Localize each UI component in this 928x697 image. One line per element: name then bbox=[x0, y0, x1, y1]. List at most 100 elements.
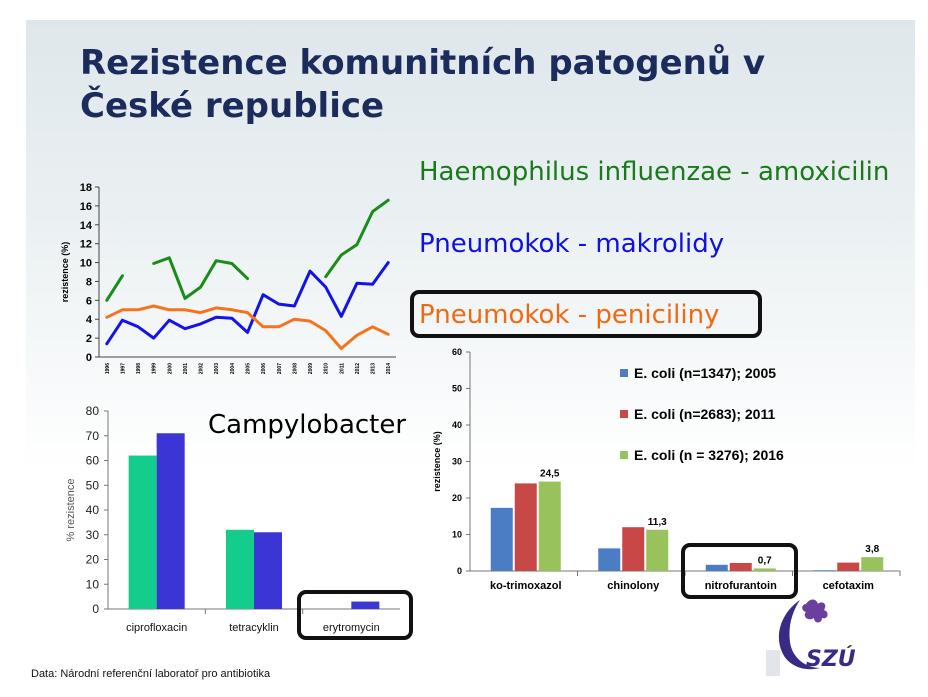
camp-category-label: erytromycin bbox=[323, 622, 380, 634]
trend-series-line-0 bbox=[105, 274, 124, 302]
logo-flower-icon bbox=[802, 599, 828, 623]
trend-x-tick-label: 2000 bbox=[167, 363, 173, 374]
camp-bar-erytromycin bbox=[351, 601, 380, 609]
ecoli-bar-nitrofurantoin bbox=[753, 568, 776, 571]
camp-y-tick-label: 70 bbox=[86, 429, 100, 443]
ecoli-legend-label: E. coli (n=1347); 2005 bbox=[634, 365, 776, 381]
ecoli-y-tick-label: 10 bbox=[452, 530, 462, 540]
ecoli-data-label: 11,3 bbox=[648, 517, 667, 528]
trend-x-tick-label: 2009 bbox=[308, 363, 314, 374]
ecoli-y-tick-label: 20 bbox=[452, 493, 462, 503]
trend-y-tick-label: 18 bbox=[80, 182, 92, 194]
ecoli-y-tick-label: 30 bbox=[452, 457, 462, 467]
trend-x-tick-label: 2003 bbox=[214, 363, 220, 374]
title-line-2: České republice bbox=[80, 86, 385, 126]
erytromycin-highlight-box bbox=[297, 590, 413, 640]
title-line-1: Rezistence komunitních patogenů v bbox=[80, 43, 766, 83]
ecoli-legend-swatch bbox=[620, 451, 628, 459]
trend-series-line-0 bbox=[324, 198, 390, 279]
logo-text: SZÚ bbox=[806, 646, 856, 672]
ecoli-bar-nitrofurantoin bbox=[729, 562, 752, 571]
trend-series-line-0 bbox=[152, 256, 249, 300]
trend-x-tick-label: 2005 bbox=[246, 363, 252, 374]
ecoli-bar-chinolony bbox=[622, 527, 645, 571]
ecoli-bar-ko-trimoxazol bbox=[514, 483, 537, 571]
trend-y-tick-label: 16 bbox=[80, 201, 92, 213]
ecoli-bar-cefotaxim bbox=[813, 570, 836, 571]
trend-series-line-2 bbox=[105, 304, 390, 350]
ecoli-bar-cefotaxim bbox=[837, 562, 860, 571]
slide-title: Rezistence komunitních patogenů v České … bbox=[80, 42, 840, 128]
camp-y-tick-label: 50 bbox=[86, 478, 100, 492]
trend-y-tick-label: 6 bbox=[86, 295, 92, 307]
camp-y-tick-label: 0 bbox=[92, 602, 99, 616]
camp-category-label: ciprofloxacin bbox=[126, 622, 187, 634]
camp-bar-ciprofloxacin bbox=[156, 433, 185, 609]
trend-x-tick-label: 1997 bbox=[120, 363, 126, 374]
camp-y-tick-label: 40 bbox=[86, 503, 100, 517]
trend-y-tick-label: 12 bbox=[80, 239, 92, 251]
logo-swoosh-icon bbox=[778, 600, 820, 670]
camp-y-tick-label: 80 bbox=[86, 404, 100, 418]
trend-x-tick-label: 2002 bbox=[199, 363, 205, 374]
trend-x-tick-label: 2013 bbox=[371, 363, 377, 374]
pneumokok-makrolidy-label: Pneumokok - makrolidy bbox=[419, 229, 725, 259]
camp-category-label: tetracyklin bbox=[229, 622, 279, 634]
ecoli-y-tick-label: 40 bbox=[452, 420, 462, 430]
ecoli-y-tick-label: 50 bbox=[452, 384, 462, 394]
trend-series-line-1 bbox=[105, 261, 390, 346]
peniciliny-highlight-box bbox=[410, 290, 762, 338]
ecoli-bar-chinolony bbox=[646, 529, 669, 571]
camp-y-tick-label: 60 bbox=[86, 454, 100, 468]
ecoli-bar-ko-trimoxazol bbox=[490, 507, 513, 571]
trend-x-tick-label: 1996 bbox=[105, 363, 111, 374]
trend-y-axis-label: rezistence (%) bbox=[60, 242, 70, 303]
pneumokok-peniciliny-label: Pneumokok - peniciliny bbox=[419, 300, 720, 330]
ecoli-y-axis-label: rezistence (%) bbox=[432, 431, 442, 492]
ecoli-legend-label: E. coli (n=2683); 2011 bbox=[634, 406, 775, 422]
camp-y-tick-label: 30 bbox=[86, 528, 100, 542]
ecoli-category-label: nitrofurantoin bbox=[705, 580, 777, 592]
trend-y-tick-label: 8 bbox=[86, 276, 92, 288]
ecoli-data-label: 24,5 bbox=[540, 469, 560, 480]
ecoli-bar-nitrofurantoin bbox=[705, 564, 728, 571]
data-source-footer: Data: Národní referenční laboratoř pro a… bbox=[31, 668, 271, 680]
ecoli-legend-swatch bbox=[620, 410, 628, 418]
nitrofurantoin-highlight-box bbox=[681, 543, 798, 599]
ecoli-data-label: 0,7 bbox=[758, 555, 772, 566]
trend-y-tick-label: 4 bbox=[86, 314, 93, 326]
trend-x-tick-label: 2006 bbox=[261, 363, 267, 374]
trend-x-tick-label: 2011 bbox=[339, 363, 345, 374]
ecoli-category-label: chinolony bbox=[607, 580, 660, 592]
ecoli-y-tick-label: 60 bbox=[452, 347, 462, 357]
ecoli-bar-cefotaxim bbox=[861, 557, 884, 571]
camp-bar-ciprofloxacin bbox=[128, 455, 157, 609]
ecoli-legend-label: E. coli (n = 3276); 2016 bbox=[634, 447, 784, 463]
trend-x-tick-label: 2001 bbox=[183, 363, 189, 374]
camp-y-axis-label: % rezistence bbox=[65, 479, 77, 542]
ecoli-bar-chinolony bbox=[598, 548, 621, 571]
ecoli-category-label: ko-trimoxazol bbox=[490, 580, 562, 592]
ecoli-category-label: cefotaxim bbox=[823, 580, 875, 592]
trend-x-tick-label: 1999 bbox=[152, 363, 158, 374]
trend-x-tick-label: 1998 bbox=[136, 363, 142, 374]
ecoli-data-label: 3,8 bbox=[865, 544, 879, 555]
trend-x-tick-label: 2004 bbox=[230, 363, 236, 374]
campylobacter-label: Campylobacter bbox=[208, 410, 407, 440]
trend-x-tick-label: 2010 bbox=[324, 363, 330, 374]
ecoli-y-tick-label: 0 bbox=[457, 566, 462, 576]
szu-logo: SZÚ bbox=[766, 599, 856, 676]
trend-x-tick-label: 2007 bbox=[277, 363, 283, 374]
trend-x-tick-label: 2012 bbox=[355, 363, 361, 374]
camp-y-tick-label: 10 bbox=[86, 577, 100, 591]
trend-y-tick-label: 0 bbox=[86, 352, 92, 364]
camp-y-tick-label: 20 bbox=[86, 553, 100, 567]
ecoli-bar-ko-trimoxazol bbox=[538, 481, 561, 571]
trend-x-tick-label: 2014 bbox=[386, 363, 392, 374]
trend-x-tick-label: 2008 bbox=[292, 363, 298, 374]
trend-y-tick-label: 10 bbox=[80, 258, 92, 270]
ecoli-legend-swatch bbox=[620, 369, 628, 377]
